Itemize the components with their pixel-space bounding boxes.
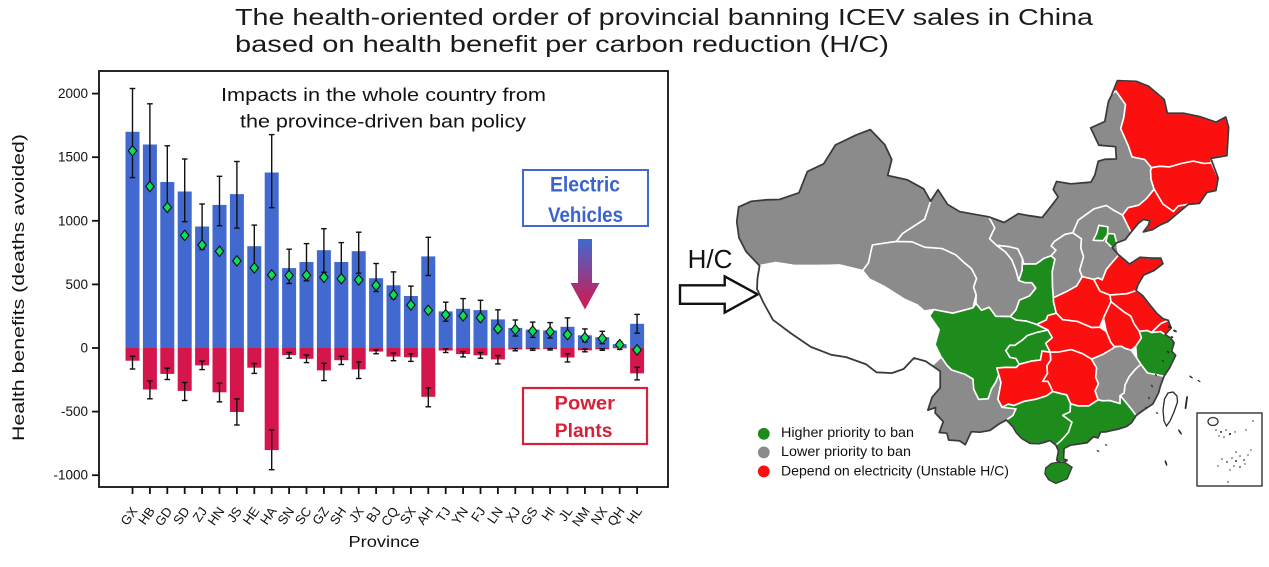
svg-text:1000: 1000	[58, 213, 88, 228]
svg-text:-500: -500	[61, 404, 88, 419]
svg-text:Depend on electricity (Unstabl: Depend on electricity (Unstable H/C)	[781, 463, 1009, 479]
svg-text:1500: 1500	[58, 150, 88, 165]
svg-text:Electric: Electric	[550, 174, 620, 197]
svg-text:Health benefits (deaths avoide: Health benefits (deaths avoided)	[9, 134, 28, 441]
svg-text:HL: HL	[623, 504, 645, 526]
svg-text:2000: 2000	[58, 86, 88, 101]
svg-text:Higher priority to ban: Higher priority to ban	[781, 424, 914, 440]
svg-text:Power: Power	[555, 394, 616, 415]
svg-text:FJ: FJ	[468, 504, 489, 524]
svg-text:JX: JX	[346, 504, 367, 525]
svg-text:the province-driven ban policy: the province-driven ban policy	[240, 112, 526, 132]
svg-text:BJ: BJ	[363, 504, 384, 525]
svg-text:0: 0	[80, 341, 88, 356]
svg-text:based on health benefit per ca: based on health benefit per carbon reduc…	[235, 31, 889, 57]
svg-text:ZJ: ZJ	[189, 504, 210, 524]
svg-text:Lower priority to ban: Lower priority to ban	[781, 443, 911, 459]
svg-text:HI: HI	[538, 504, 558, 523]
svg-text:500: 500	[65, 277, 88, 292]
svg-text:Province: Province	[349, 534, 420, 551]
svg-text:The health-oriented order of p: The health-oriented order of provincial …	[235, 4, 1093, 30]
svg-text:Impacts in the whole country f: Impacts in the whole country from	[221, 85, 546, 105]
svg-text:-1000: -1000	[53, 468, 88, 483]
svg-text:Plants: Plants	[555, 421, 613, 442]
svg-text:GS: GS	[518, 504, 541, 528]
svg-text:JS: JS	[224, 504, 245, 525]
svg-text:Vehicles: Vehicles	[548, 204, 623, 227]
svg-text:XJ: XJ	[502, 504, 523, 525]
svg-text:H/C: H/C	[688, 244, 733, 274]
svg-text:TJ: TJ	[433, 504, 454, 524]
